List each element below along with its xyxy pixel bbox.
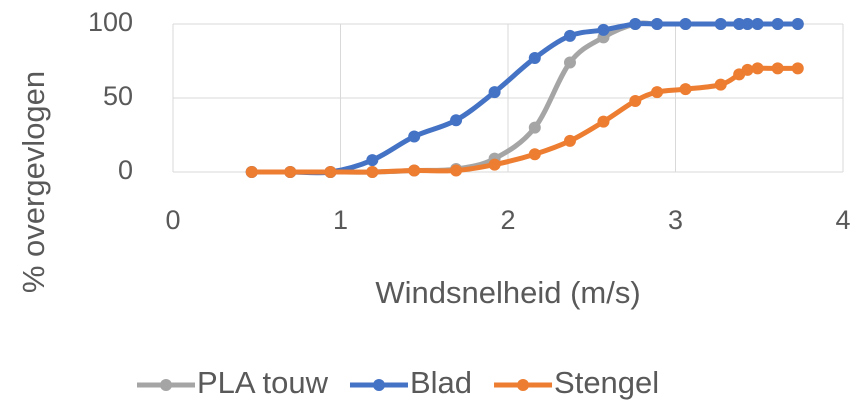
legend-marker xyxy=(517,379,530,391)
x-tick-label: 3 xyxy=(668,205,683,235)
data-point xyxy=(408,130,421,143)
data-point xyxy=(528,148,541,161)
data-point xyxy=(629,94,642,107)
data-point xyxy=(324,166,337,178)
x-tick-label: 0 xyxy=(165,205,180,235)
data-point xyxy=(528,121,541,134)
data-point xyxy=(679,83,692,96)
data-point xyxy=(741,63,754,76)
data-point xyxy=(651,86,664,99)
data-point xyxy=(450,114,463,127)
x-tick-label: 2 xyxy=(500,205,515,235)
legend-marker xyxy=(160,379,172,391)
data-point xyxy=(563,29,576,42)
data-point xyxy=(597,23,610,36)
data-point xyxy=(741,18,754,30)
data-point xyxy=(791,18,804,30)
data-point xyxy=(488,86,501,99)
data-point xyxy=(245,166,258,178)
y-tick-label: 50 xyxy=(103,81,133,111)
x-tick-label: 1 xyxy=(333,205,348,235)
legend-label: PLA touw xyxy=(197,365,329,400)
data-point xyxy=(408,164,421,177)
data-point xyxy=(751,18,764,30)
data-point xyxy=(597,115,610,128)
data-point xyxy=(751,62,764,75)
data-point xyxy=(488,158,501,171)
data-point xyxy=(714,78,727,91)
data-point xyxy=(771,62,784,75)
y-axis-title: % overgevlogen xyxy=(16,71,51,293)
legend-label: Stengel xyxy=(554,365,659,400)
x-tick-label: 4 xyxy=(835,205,850,235)
legend-marker xyxy=(372,379,385,391)
y-tick-label: 100 xyxy=(88,7,133,37)
data-point xyxy=(450,164,463,177)
data-point xyxy=(629,18,642,30)
legend-label: Blad xyxy=(410,365,472,400)
data-point xyxy=(791,62,804,75)
data-point xyxy=(733,18,746,30)
y-tick-label: 0 xyxy=(118,155,133,185)
data-point xyxy=(563,56,576,69)
data-point xyxy=(679,18,692,30)
data-point xyxy=(366,154,379,167)
x-axis-title: Windsnelheid (m/s) xyxy=(375,275,640,310)
data-point xyxy=(563,134,576,147)
data-point xyxy=(284,166,297,178)
data-point xyxy=(651,18,664,30)
data-point xyxy=(366,166,379,178)
data-point xyxy=(528,52,541,65)
data-point xyxy=(771,18,784,30)
data-point xyxy=(714,18,727,30)
